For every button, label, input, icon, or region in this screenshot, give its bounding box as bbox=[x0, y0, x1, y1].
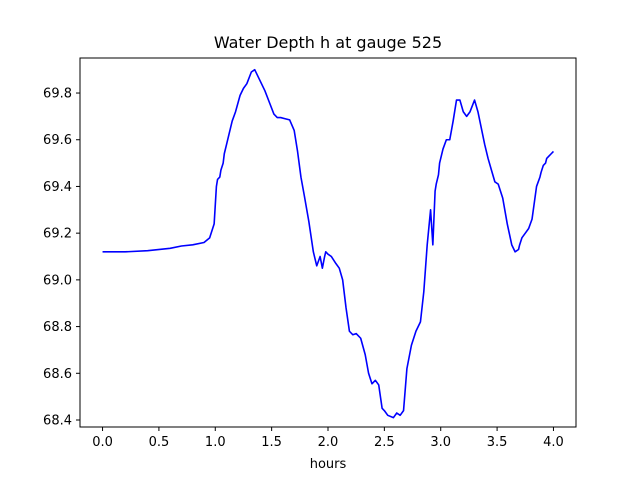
x-tick-label: 0.0 bbox=[92, 435, 113, 450]
y-axis: 68.4 68.6 68.8 69.0 69.2 69.4 69.6 69.8 bbox=[43, 87, 80, 428]
y-tick-label: 69.2 bbox=[43, 227, 72, 242]
y-tick-label: 69.4 bbox=[43, 180, 72, 195]
x-tick-label: 1.0 bbox=[205, 435, 226, 450]
x-tick-label: 3.5 bbox=[487, 435, 508, 450]
series-line-0 bbox=[102, 68, 555, 419]
chart-title: Water Depth h at gauge 525 bbox=[214, 33, 442, 52]
y-tick-label: 69.6 bbox=[43, 133, 72, 148]
x-tick-label: 4.0 bbox=[543, 435, 564, 450]
x-tick-label: 2.5 bbox=[374, 435, 395, 450]
x-tick-label: 2.0 bbox=[318, 435, 339, 450]
x-tick-label: 1.5 bbox=[261, 435, 282, 450]
y-tick-label: 68.4 bbox=[43, 413, 72, 428]
y-tick-label: 69.8 bbox=[43, 87, 72, 102]
x-axis-label: hours bbox=[310, 457, 347, 472]
series-layer bbox=[102, 68, 555, 419]
y-tick-label: 69.0 bbox=[43, 273, 72, 288]
y-tick-label: 68.6 bbox=[43, 367, 72, 382]
x-tick-label: 3.0 bbox=[430, 435, 451, 450]
x-axis: 0.0 0.5 1.0 1.5 2.0 2.5 3.0 3.5 4.0 bbox=[92, 427, 564, 450]
y-tick-label: 68.8 bbox=[43, 320, 72, 335]
x-tick-label: 0.5 bbox=[149, 435, 170, 450]
